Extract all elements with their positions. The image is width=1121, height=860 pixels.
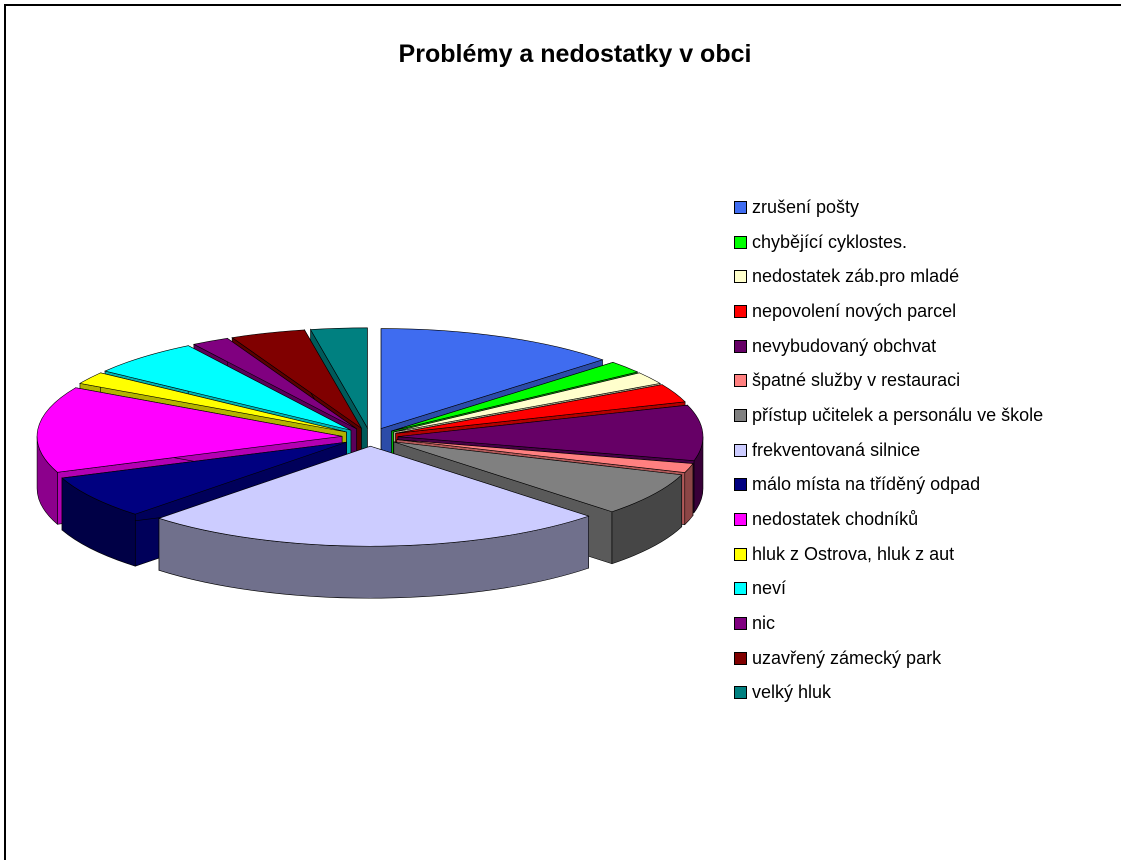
legend-label: nedostatek záb.pro mladé [752,266,960,287]
legend: zrušení pošty chybějící cyklostes. nedosta… [734,190,1114,710]
legend-label: nic [752,613,776,634]
legend-item: velký hluk [734,676,1114,711]
legend-label: chybějící cyklostes. [752,231,908,252]
legend-swatch [734,478,747,492]
legend-label: málo místa na tříděný odpad [752,474,981,495]
legend-item: málo místa na tříděný odpad [734,468,1114,503]
legend-label: neví [752,578,787,599]
legend-item: špatné služby v restauraci [734,363,1114,398]
legend-swatch [734,547,747,561]
legend-swatch [734,200,747,214]
legend-swatch [734,513,747,527]
legend-item: nevybudovaný obchvat [734,329,1114,364]
legend-label: zrušení pošty [752,196,860,217]
legend-label: špatné služby v restauraci [752,370,961,391]
legend-label: hluk z Ostrova, hluk z aut [752,543,955,564]
legend-swatch [734,443,747,457]
legend-swatch [734,270,747,284]
legend-swatch [734,339,747,353]
legend-label: velký hluk [752,682,832,703]
legend-item: nepovolení nových parcel [734,294,1114,329]
legend-swatch [734,686,747,700]
legend-item: hluk z Ostrova, hluk z aut [734,537,1114,572]
legend-item: nic [734,606,1114,641]
legend-item: neví [734,572,1114,607]
legend-swatch [734,582,747,596]
legend-label: frekventovaná silnice [752,439,921,460]
legend-item: přístup učitelek a personálu ve škole [734,398,1114,433]
legend-item: chybějící cyklostes. [734,225,1114,260]
legend-swatch [734,651,747,665]
legend-swatch [734,374,747,388]
legend-label: uzavřený zámecký park [752,647,942,668]
legend-swatch [734,235,747,249]
legend-label: nepovolení nových parcel [752,300,957,321]
legend-item: zrušení pošty [734,190,1114,225]
pie-slice-7 [158,445,590,599]
legend-item: uzavřený zámecký park [734,641,1114,676]
legend-swatch [734,304,747,318]
chart-title: Problémy a nedostatky v obci [398,40,752,68]
legend-label: nevybudovaný obchvat [752,335,937,356]
legend-label: nedostatek chodníků [752,509,919,530]
legend-label: přístup učitelek a personálu ve škole [752,404,1044,425]
legend-item: nedostatek záb.pro mladé [734,259,1114,294]
legend-swatch [734,617,747,631]
legend-swatch [734,408,747,422]
legend-item: frekventovaná silnice [734,433,1114,468]
legend-item: nedostatek chodníků [734,502,1114,537]
